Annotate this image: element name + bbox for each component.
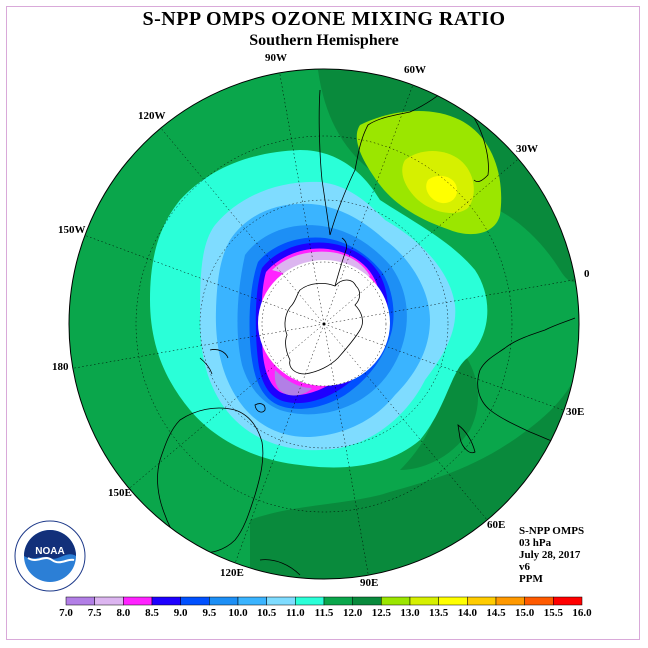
colorbar-tick-label: 8.5 — [145, 607, 159, 619]
meridians — [69, 69, 579, 579]
longitude-label: 30W — [516, 143, 538, 155]
longitude-label: 30E — [566, 406, 585, 418]
australia-outline — [157, 407, 264, 554]
colorbar-tick-label: 9.5 — [202, 607, 217, 619]
africa-outline — [477, 317, 576, 451]
colorbar-segment — [209, 596, 239, 606]
longitude-label: 60W — [404, 64, 426, 76]
colorbar-tick-label: 13.0 — [400, 607, 420, 619]
longitude-label: 0 — [584, 268, 590, 280]
colorbar — [65, 596, 583, 606]
colorbar-tick-label: 10.0 — [228, 607, 248, 619]
longitude-label: 120E — [220, 567, 244, 579]
colorbar-tick-label: 12.5 — [371, 607, 391, 619]
field-13-5 — [426, 175, 458, 204]
colorbar-segment — [553, 596, 583, 606]
colorbar-segment — [323, 596, 353, 606]
colorbar-tick-label: 16.0 — [572, 607, 592, 619]
colorbar-tick-label: 7.5 — [87, 607, 102, 619]
colorbar-segment — [495, 596, 525, 606]
south-pole-marker — [322, 322, 326, 326]
longitude-label: 90W — [265, 52, 287, 64]
colorbar-segment — [180, 596, 210, 606]
longitude-label: 150E — [108, 487, 132, 499]
colorbar-segment — [467, 596, 497, 606]
madagascar-outline — [457, 424, 476, 454]
noaa-logo: NOAA — [14, 520, 86, 592]
colorbar-tick-label: 7.0 — [59, 607, 73, 619]
colorbar-segment — [352, 596, 382, 606]
tasmania-outline — [254, 403, 266, 413]
colorbar-tick-label: 11.0 — [286, 607, 305, 619]
colorbar-segment — [295, 596, 325, 606]
colorbar-tick-label: 8.0 — [116, 607, 131, 619]
colorbar-tick-label: 9.0 — [173, 607, 188, 619]
colorbar-segment — [266, 596, 296, 606]
antarctica-outline — [284, 279, 363, 375]
info-date: July 28, 2017 — [519, 549, 581, 561]
antarctic-peninsula — [334, 237, 348, 287]
colorbar-segment — [409, 596, 439, 606]
info-pressure: 03 hPa — [519, 537, 552, 549]
colorbar-tick-label: 14.0 — [457, 607, 477, 619]
longitude-label: 120W — [138, 110, 166, 122]
longitude-label: 90E — [360, 577, 379, 589]
colorbar-segment — [237, 596, 267, 606]
colorbar-segment — [524, 596, 554, 606]
field-7-0 — [274, 370, 312, 396]
colorbar-segment — [438, 596, 468, 606]
figure-title: S-NPP OMPS OZONE MIXING RATIO — [142, 8, 506, 30]
colorbar-tick-label: 14.5 — [486, 607, 506, 619]
colorbar-tick-label: 15.0 — [515, 607, 535, 619]
map-border — [68, 68, 580, 580]
info-version: v6 — [519, 561, 530, 573]
latitude-circles — [135, 135, 513, 513]
longitude-label: 60E — [487, 519, 506, 531]
colorbar-segment — [65, 596, 95, 606]
colorbar-tick-label: 15.5 — [543, 607, 563, 619]
new-zealand-outline — [199, 349, 229, 375]
longitude-label: 150W — [58, 224, 86, 236]
figure-frame — [6, 6, 640, 640]
colorbar-segment — [123, 596, 153, 606]
figure-subtitle: Southern Hemisphere — [249, 32, 399, 49]
colorbar-tick-label: 10.5 — [257, 607, 277, 619]
colorbar-segment — [151, 596, 181, 606]
colorbar-tick-label: 11.5 — [314, 607, 334, 619]
info-instrument: S-NPP OMPS — [519, 525, 585, 537]
info-units: PPM — [519, 573, 543, 585]
longitude-label: 180 — [52, 361, 69, 373]
colorbar-segment — [94, 596, 124, 606]
info-block: S-NPP OMPS 03 hPa July 28, 2017 v6 PPM — [519, 525, 584, 585]
colorbar-tick-label: 13.5 — [429, 607, 449, 619]
colorbar-tick-label: 12.0 — [343, 607, 363, 619]
colorbar-segment — [381, 596, 411, 606]
noaa-logo-text: NOAA — [35, 546, 64, 557]
